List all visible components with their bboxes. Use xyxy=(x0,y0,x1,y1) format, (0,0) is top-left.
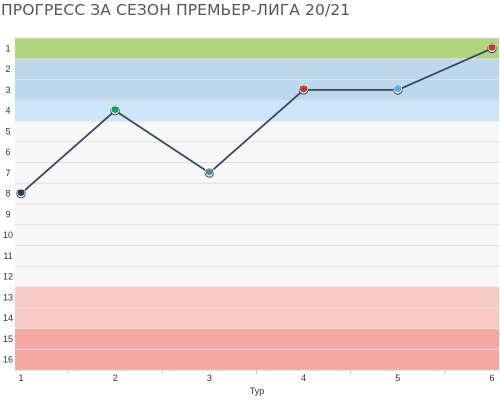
y-tick-label: 13 xyxy=(3,292,13,302)
x-tick-label: 3 xyxy=(207,373,212,383)
y-tick-label: 12 xyxy=(3,272,13,282)
y-tick-label: 14 xyxy=(3,313,13,323)
y-tick-label: 2 xyxy=(5,64,10,74)
x-tick-label: 4 xyxy=(301,373,306,383)
position-zone-3 xyxy=(15,100,499,121)
y-tick-label: 7 xyxy=(5,168,10,178)
x-tick-label: 6 xyxy=(489,373,494,383)
y-tick-label: 11 xyxy=(3,251,12,261)
club-crest-icon xyxy=(487,44,497,52)
x-axis-label: Тур xyxy=(250,386,264,396)
y-tick-label: 10 xyxy=(3,230,13,240)
series-line xyxy=(20,47,493,195)
club-crest-icon xyxy=(205,168,214,176)
x-tick-label: 2 xyxy=(113,373,118,383)
position-zone-1 xyxy=(15,38,499,59)
y-tick-label: 6 xyxy=(5,147,10,157)
position-line xyxy=(20,47,493,195)
y-tick-label: 1 xyxy=(5,43,10,53)
x-tick-label: 1 xyxy=(18,373,23,383)
y-tick-label: 15 xyxy=(3,334,13,344)
club-crest-icon xyxy=(16,189,26,197)
y-tick-label: 5 xyxy=(5,126,10,136)
club-crest-icon xyxy=(111,106,120,114)
y-tick-label: 9 xyxy=(5,209,10,219)
y-tick-label: 4 xyxy=(5,106,10,116)
y-tick-label: 8 xyxy=(5,189,10,199)
club-crest-icon xyxy=(393,85,402,93)
x-tick-label: 5 xyxy=(395,373,400,383)
x-axis: 1 2 3 4 5 6 xyxy=(15,369,499,383)
y-tick-label: 3 xyxy=(5,85,10,95)
club-crest-icon xyxy=(299,85,308,93)
team-markers xyxy=(16,43,497,199)
y-tick-label: 16 xyxy=(3,355,13,365)
chart-title: ПРОГРЕСС ЗА СЕЗОН ПРЕМЬЕР-ЛИГА 20/21 xyxy=(1,1,351,19)
